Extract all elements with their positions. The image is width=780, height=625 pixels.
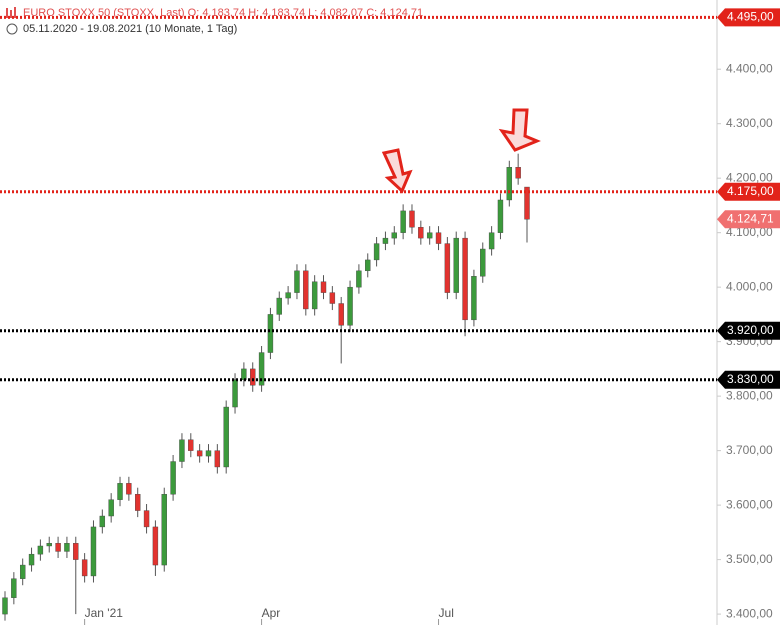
candle-body [347, 286, 353, 326]
candle-body [497, 199, 504, 233]
candle-body [471, 276, 477, 321]
x-tick-label: Jan '21 [85, 606, 124, 620]
x-tick-label: Apr [262, 606, 281, 620]
header-icon [6, 7, 16, 18]
candle-body [64, 543, 70, 552]
candle-body [258, 352, 265, 386]
candle-body [400, 210, 406, 233]
candle-body [170, 461, 176, 495]
candle-body [356, 270, 362, 288]
legend-text: EURO STOXX 50 (STOXX, Last) O: 4.183,74 … [23, 7, 423, 19]
candle-body [391, 232, 397, 239]
candle-body [480, 248, 486, 277]
candle-body [462, 237, 468, 321]
level-tag [717, 8, 780, 27]
candle-body [11, 578, 17, 598]
y-tick-label: 3.600,00 [726, 497, 773, 511]
candle-body [524, 186, 530, 220]
candle-body [365, 259, 371, 272]
candle-body [453, 237, 459, 293]
candle-body [515, 167, 521, 179]
candle-body [135, 494, 141, 511]
candle-body [90, 526, 97, 577]
candle-body [188, 439, 194, 451]
candle-body [179, 439, 185, 462]
level-label: 4.495,00 [727, 10, 774, 24]
candle-body [99, 515, 106, 528]
candle-body [303, 270, 309, 310]
candle-body [46, 543, 52, 547]
candle-body [294, 270, 300, 293]
level-label: 4.175,00 [727, 184, 774, 198]
candle-body [382, 237, 389, 244]
candle-body [196, 450, 203, 457]
candle-body [161, 494, 167, 566]
candle-body [108, 499, 114, 517]
candle-body [320, 281, 327, 293]
candle-body [444, 243, 451, 293]
candle-body [311, 281, 318, 310]
y-tick-label: 4.400,00 [726, 61, 773, 75]
candle-body [250, 368, 256, 386]
x-tick-label: Jul [439, 606, 454, 620]
candle-body [338, 303, 344, 326]
y-tick-label: 3.800,00 [726, 388, 773, 402]
y-tick-label: 4.000,00 [726, 279, 773, 293]
level-tag [717, 182, 780, 201]
candle-body [214, 450, 221, 468]
candle-body [143, 510, 150, 528]
candle-body [152, 526, 159, 566]
candle-body [488, 232, 495, 250]
candle-body [223, 406, 229, 468]
candle-body [506, 167, 513, 201]
candle-body [28, 553, 35, 566]
level-label: 4.124,71 [727, 211, 774, 225]
candle-body [241, 368, 247, 380]
arrow [381, 148, 413, 194]
y-tick-label: 3.500,00 [726, 552, 773, 566]
candle-body [55, 543, 61, 552]
candle-body [426, 232, 433, 239]
candles [2, 153, 530, 621]
candle-body [117, 483, 123, 500]
candle-body [435, 232, 442, 244]
candle-body [37, 545, 44, 555]
candle-body [285, 292, 291, 299]
level-label: 3.920,00 [727, 323, 774, 337]
level-tag [717, 210, 780, 229]
level-tag [717, 370, 780, 389]
y-tick-label: 4.200,00 [726, 170, 773, 184]
date-range: 05.11.2020 - 19.08.2021 (10 Monate, 1 Ta… [23, 23, 237, 35]
candle-body [409, 210, 415, 228]
candle-body [418, 227, 424, 239]
candle-body [81, 559, 88, 577]
candle-body [329, 292, 336, 304]
y-tick-label: 4.300,00 [726, 116, 773, 130]
candle-body [73, 543, 79, 560]
candle-body [267, 314, 274, 353]
y-tick-label: 3.700,00 [726, 443, 773, 457]
y-tick-label: 4.100,00 [726, 225, 773, 239]
candle-body [232, 379, 238, 408]
candle-body [126, 483, 132, 495]
y-tick-label: 3.400,00 [726, 606, 773, 620]
level-tag [717, 321, 780, 340]
candle-body [276, 297, 282, 315]
clock-icon [6, 23, 18, 35]
candle-body [19, 564, 26, 579]
candle-body [373, 243, 380, 261]
candle-body [205, 450, 212, 457]
candle-body [2, 597, 8, 615]
arrow [498, 108, 541, 152]
level-label: 3.830,00 [727, 372, 774, 386]
